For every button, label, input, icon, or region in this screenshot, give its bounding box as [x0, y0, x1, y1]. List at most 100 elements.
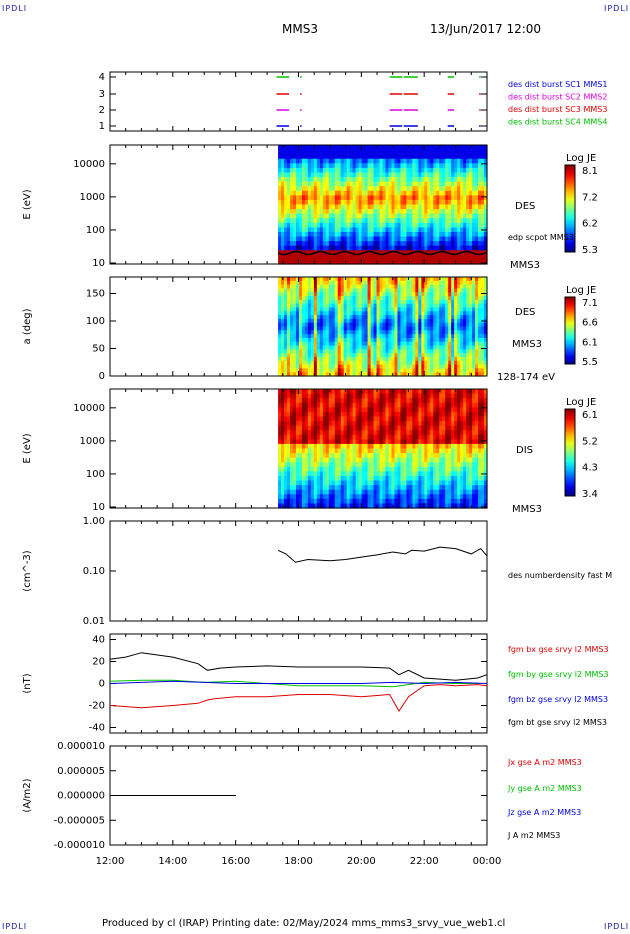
spectrogram-cell: [287, 204, 291, 210]
spectrogram-cell: [463, 360, 467, 366]
spectrogram-cell: [290, 334, 294, 339]
spectrogram-cell: [346, 204, 351, 210]
spectrogram-cell: [278, 322, 282, 328]
spectrogram-cell: [310, 326, 315, 331]
spectrogram-cell: [382, 167, 387, 174]
spectrogram-cell: [481, 259, 485, 265]
spectrogram-cell: [457, 149, 461, 155]
spectrogram-cell: [343, 360, 348, 366]
spectrogram-cell: [295, 145, 300, 151]
spectrogram-cell: [278, 475, 282, 482]
spectrogram-cell: [382, 471, 387, 477]
spectrogram-cell: [367, 430, 372, 436]
spectrogram-cell: [328, 466, 333, 472]
spectrogram-cell: [328, 284, 333, 290]
spectrogram-cell: [370, 393, 375, 399]
spectrogram-cell: [295, 284, 300, 290]
spectrogram-cell: [442, 334, 446, 339]
spectrogram-cell: [406, 254, 411, 261]
spectrogram-cell: [436, 254, 440, 261]
spectrogram-cell: [295, 475, 300, 482]
spectrogram-cell: [484, 163, 488, 169]
spectrogram-cell: [466, 315, 470, 320]
spectrogram-cell: [376, 163, 381, 169]
spectrogram-cell: [349, 368, 354, 373]
spectrogram-cell: [373, 259, 378, 265]
spectrogram-cell: [349, 372, 354, 377]
spectrogram-cell: [352, 462, 357, 468]
spectrogram-cell: [379, 360, 384, 366]
spectrogram-cell: [484, 307, 488, 312]
spectrogram-cell: [403, 334, 408, 339]
spectrogram-cell: [287, 439, 291, 445]
spectrogram-cell: [373, 334, 378, 339]
spectrogram-cell: [295, 250, 300, 256]
spectrogram-cell: [379, 163, 384, 169]
spectrogram-cell: [278, 245, 282, 251]
spectrogram-cell: [301, 199, 306, 206]
spectrogram-cell: [412, 218, 416, 224]
spectrogram-cell: [310, 334, 315, 339]
spectrogram-cell: [304, 466, 309, 472]
spectrogram-cell: [340, 494, 345, 500]
spectrogram-cell: [445, 245, 449, 251]
spectrogram-cell: [346, 421, 351, 427]
spectrogram-cell: [484, 299, 488, 305]
spectrogram-cell: [403, 186, 408, 192]
spectrogram-cell: [475, 218, 479, 224]
spectrogram-cell: [373, 222, 378, 228]
spectrogram-cell: [328, 167, 333, 174]
spectrogram-cell: [397, 372, 402, 377]
spectrogram-cell: [322, 307, 327, 312]
spectrogram-cell: [370, 222, 375, 228]
spectrogram-cell: [281, 318, 285, 324]
spectrogram-cell: [466, 241, 470, 247]
spectrogram-cell: [397, 398, 402, 404]
spectrogram-cell: [406, 218, 411, 224]
spectrogram-cell: [478, 334, 482, 339]
spectrogram-cell: [334, 145, 339, 151]
spectrogram-cell: [418, 259, 422, 265]
spectrogram-cell: [430, 222, 434, 228]
spectrogram-cell: [364, 411, 369, 418]
spectrogram-cell: [293, 213, 297, 219]
spectrogram-cell: [304, 167, 309, 174]
spectrogram-cell: [433, 372, 437, 377]
spectrogram-cell: [304, 186, 309, 192]
spectrogram-cell: [316, 199, 321, 206]
spectrogram-cell: [463, 368, 467, 373]
spectrogram-cell: [304, 457, 309, 463]
spectrogram-cell: [313, 199, 318, 206]
spectrogram-cell: [391, 439, 396, 445]
spectrogram-cell: [340, 299, 345, 305]
spectrogram-cell: [367, 480, 372, 486]
spectrogram-cell: [310, 315, 315, 320]
spectrogram-cell: [337, 213, 342, 219]
spectrogram-cell: [379, 341, 384, 347]
spectrogram-cell: [427, 222, 431, 228]
spectrogram-cell: [352, 199, 357, 206]
spectrogram-cell: [412, 236, 416, 242]
spectrogram-cell: [346, 227, 351, 233]
spectrogram-cell: [337, 186, 342, 192]
spectrogram-cell: [278, 158, 282, 164]
spectrogram-cell: [418, 199, 422, 206]
spectrogram-cell: [349, 149, 354, 155]
spectrogram-cell: [424, 227, 428, 233]
spectrogram-cell: [367, 421, 372, 427]
spectrogram-cell: [463, 303, 467, 309]
spectrogram-cell: [370, 145, 375, 151]
spectrogram-cell: [313, 307, 318, 312]
spectrogram-cell: [397, 416, 402, 422]
spectrogram-cell: [310, 177, 315, 183]
spectrogram-cell: [361, 466, 366, 472]
spectrogram-cell: [319, 407, 324, 413]
spectrogram-cell: [385, 163, 390, 169]
spectrogram-cell: [287, 416, 291, 422]
spectrogram-cell: [451, 231, 455, 238]
spectrogram-cell: [331, 250, 336, 256]
spectrogram-cell: [337, 163, 342, 169]
spectrogram-cell: [430, 149, 434, 155]
spectrogram-cell: [379, 389, 384, 395]
spectrogram-cell: [403, 167, 408, 174]
